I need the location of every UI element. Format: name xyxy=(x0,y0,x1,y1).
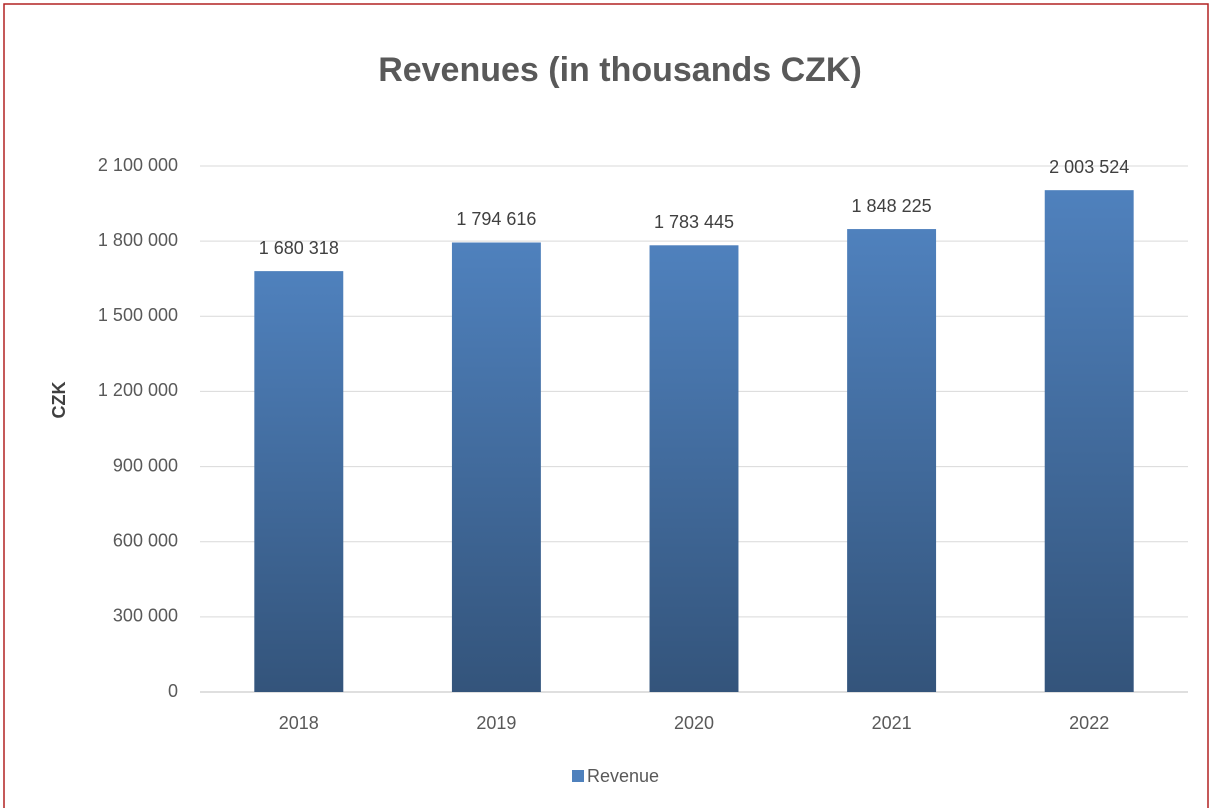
x-tick-label: 2020 xyxy=(674,713,714,733)
legend-label: Revenue xyxy=(587,766,659,786)
data-label: 1 794 616 xyxy=(456,209,536,229)
y-axis-label: CZK xyxy=(49,382,69,419)
y-tick-label: 1 200 000 xyxy=(98,380,178,400)
y-tick-label: 900 000 xyxy=(113,455,178,475)
data-label: 2 003 524 xyxy=(1049,157,1129,177)
y-tick-label: 1 800 000 xyxy=(98,230,178,250)
frame xyxy=(3,3,1209,808)
y-tick-label: 2 100 000 xyxy=(98,155,178,175)
data-label: 1 680 318 xyxy=(259,238,339,258)
bar-shade xyxy=(847,229,937,692)
legend-swatch xyxy=(572,770,584,782)
bar-shade xyxy=(1044,190,1134,692)
data-label: 1 848 225 xyxy=(852,196,932,216)
y-tick-label: 0 xyxy=(168,681,178,701)
y-tick-label: 600 000 xyxy=(113,530,178,550)
x-tick-label: 2021 xyxy=(872,713,912,733)
bar-shade xyxy=(649,245,739,692)
bar-shade xyxy=(254,271,344,692)
data-label: 1 783 445 xyxy=(654,212,734,232)
y-tick-label: 1 500 000 xyxy=(98,305,178,325)
x-tick-label: 2018 xyxy=(279,713,319,733)
x-tick-label: 2022 xyxy=(1069,713,1109,733)
bar-shade xyxy=(451,242,541,692)
y-tick-label: 300 000 xyxy=(113,606,178,626)
chart-title: Revenues (in thousands CZK) xyxy=(378,51,862,89)
x-tick-label: 2019 xyxy=(476,713,516,733)
